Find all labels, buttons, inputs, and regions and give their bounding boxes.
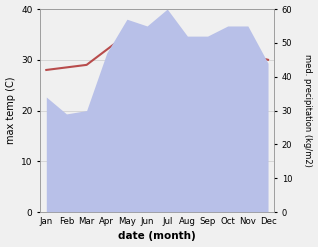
Y-axis label: med. precipitation (kg/m2): med. precipitation (kg/m2) [303,54,313,167]
X-axis label: date (month): date (month) [118,231,196,242]
Y-axis label: max temp (C): max temp (C) [5,77,16,144]
